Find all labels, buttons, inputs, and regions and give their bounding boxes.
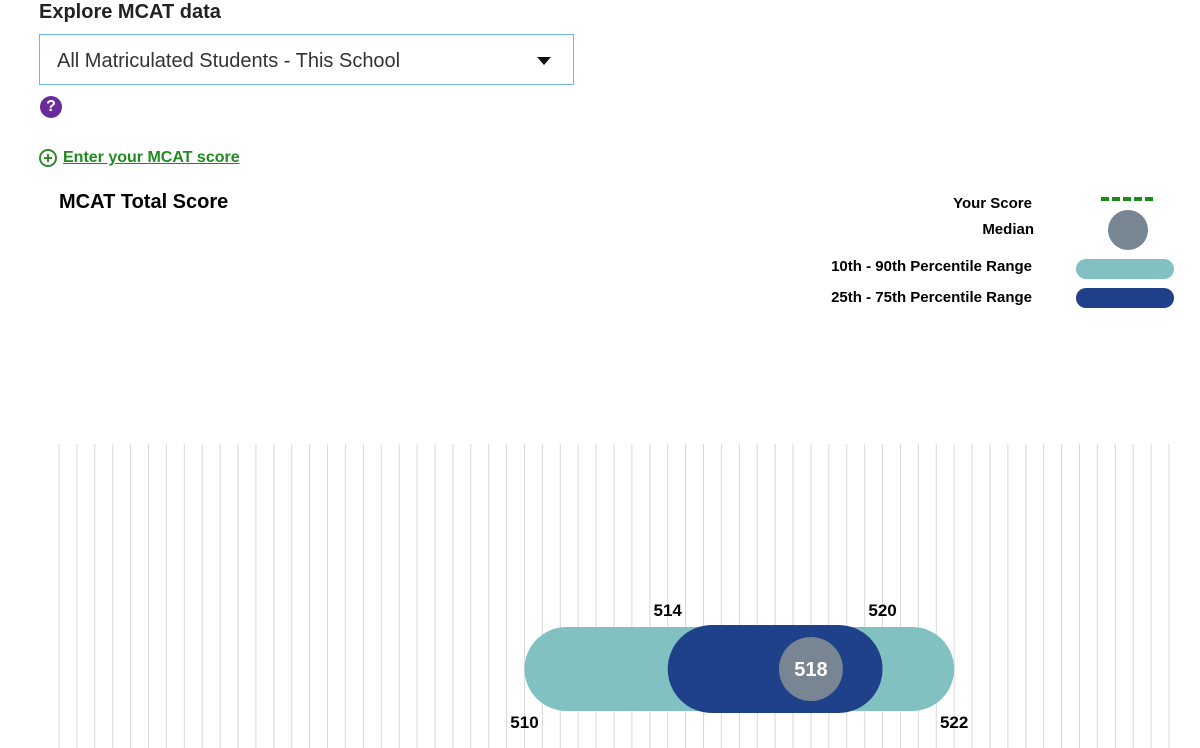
page-title: Explore MCAT data: [39, 1, 221, 23]
median-dot-icon: [1108, 210, 1148, 250]
median-dot: [778, 637, 843, 701]
p25-label: 514: [654, 601, 683, 620]
data-filter-select[interactable]: All Matriculated Students - This School: [39, 34, 574, 85]
chart-title: MCAT Total Score: [59, 191, 229, 213]
your-score-dash-icon: [1101, 197, 1153, 201]
median-label: 518: [794, 659, 827, 681]
legend-p10-90-label: 10th - 90th Percentile Range: [831, 258, 1032, 275]
enter-score-label[interactable]: Enter your MCAT score: [63, 149, 240, 166]
p90-label: 522: [940, 713, 968, 732]
legend-your-score-label: Your Score: [953, 195, 1032, 212]
select-value: All Matriculated Students - This School: [57, 50, 401, 72]
enter-score-link[interactable]: Enter your MCAT score: [39, 149, 240, 167]
legend-median-label: Median: [982, 221, 1034, 238]
p25-75-range-bar: [667, 625, 883, 713]
plus-circle-icon[interactable]: [39, 149, 57, 167]
p75-label: 520: [868, 601, 896, 620]
p10-90-swatch: [1076, 259, 1174, 279]
p25-75-swatch: [1076, 288, 1174, 308]
legend-p25-75-label: 25th - 75th Percentile Range: [831, 289, 1032, 306]
p10-label: 510: [510, 713, 538, 732]
chevron-down-icon[interactable]: [537, 57, 551, 65]
help-icon[interactable]: ?: [40, 96, 62, 118]
